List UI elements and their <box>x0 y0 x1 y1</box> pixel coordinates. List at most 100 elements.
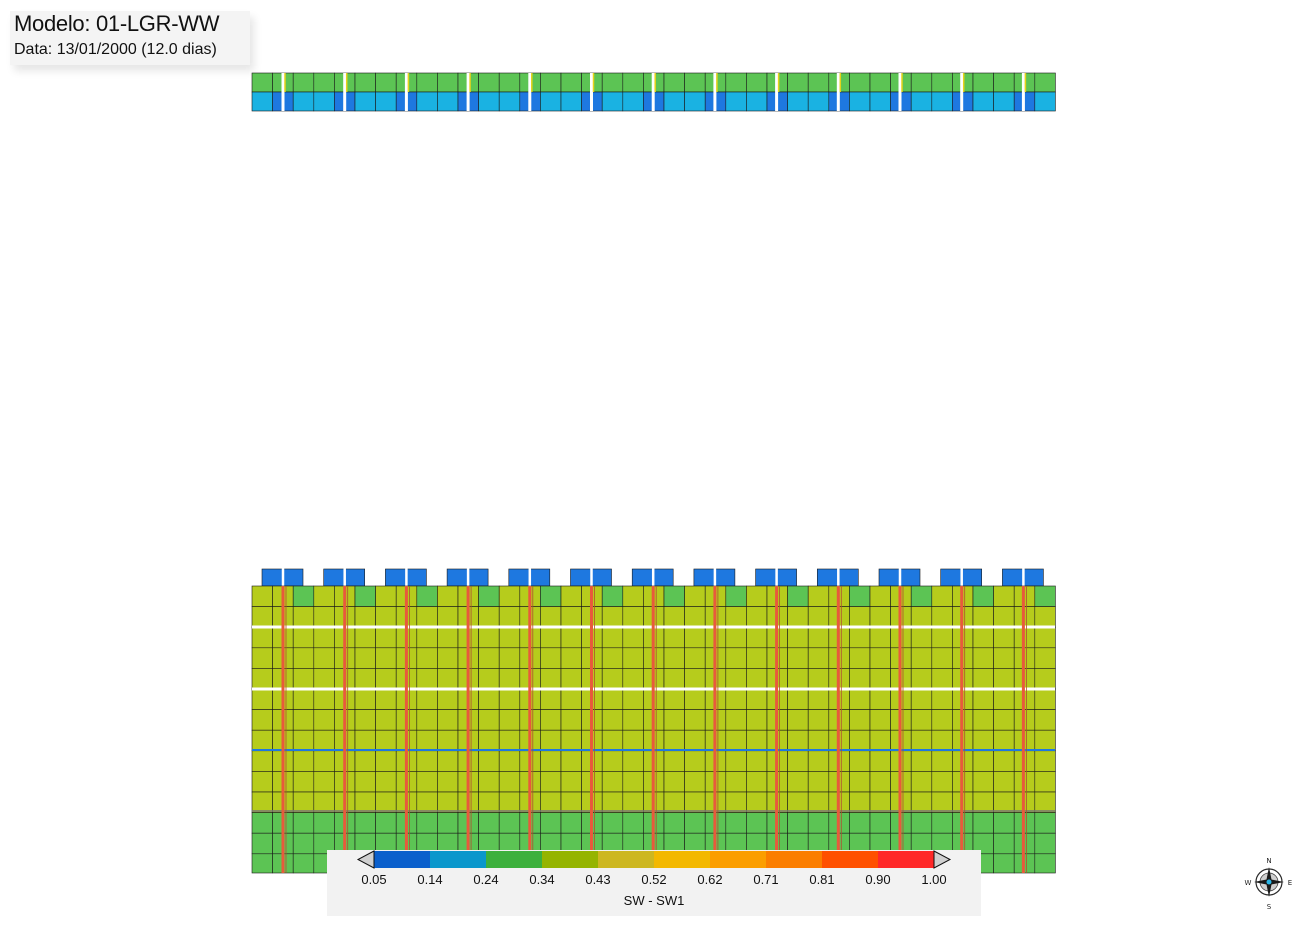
grid-cell <box>725 729 747 752</box>
grid-cell <box>746 812 768 834</box>
grid-cell <box>622 688 644 710</box>
grid-cell <box>869 812 891 834</box>
grid-cell <box>540 729 562 752</box>
grid-cell <box>931 647 953 669</box>
grid-cell <box>1034 606 1056 628</box>
grid-cell <box>540 626 562 649</box>
grid-cell <box>849 709 871 731</box>
grid-cell <box>416 709 438 731</box>
grid-cell <box>972 750 994 772</box>
grid-cell <box>375 626 397 649</box>
grid-cell <box>292 709 315 731</box>
grid-cell <box>725 72 747 93</box>
grid-cell <box>478 791 500 813</box>
grid-cell <box>849 791 871 813</box>
grid-cell <box>684 791 706 813</box>
grid-cell <box>478 585 500 607</box>
grid-cell <box>993 771 1015 793</box>
color-swatch <box>486 851 543 868</box>
grid-cell <box>1034 647 1056 669</box>
grid-cell <box>251 812 273 834</box>
grid-cell <box>622 626 644 649</box>
grid-cell <box>931 688 953 710</box>
grid-cell <box>498 626 521 649</box>
grid-cell <box>993 750 1015 772</box>
grid-cell <box>869 647 891 669</box>
grid-cell <box>292 72 315 93</box>
grid-cell <box>437 812 459 834</box>
grid-cell <box>354 729 376 752</box>
grid-cell <box>931 791 953 813</box>
grid-cell <box>354 688 376 710</box>
grid-cell <box>807 791 830 813</box>
grid-cell <box>931 626 953 649</box>
grid-cell <box>684 606 706 628</box>
grid-cell <box>663 91 685 112</box>
scale-tick-label: 0.43 <box>585 872 611 887</box>
grid-cell <box>601 72 624 93</box>
grid-cell <box>313 750 335 772</box>
grid-cell <box>684 771 706 793</box>
grid-cell <box>849 812 871 834</box>
grid-cell <box>622 72 644 93</box>
grid-cell <box>251 606 273 628</box>
grid-cell <box>498 729 521 752</box>
grid-cell <box>1034 853 1056 874</box>
compass-icon: N E S W <box>1245 857 1293 911</box>
grid-cell <box>787 688 809 710</box>
grid-cell <box>560 626 582 649</box>
color-swatch <box>710 851 767 868</box>
grid-cell <box>849 626 871 649</box>
color-scale-bar <box>356 850 952 869</box>
grid-cell <box>478 606 500 628</box>
grid-cell <box>498 709 521 731</box>
grid-cell <box>725 750 747 772</box>
grid-cell <box>498 606 521 628</box>
grid-cell <box>375 606 397 628</box>
grid-cell <box>416 750 438 772</box>
grid-cell <box>663 709 685 731</box>
grid-cell <box>972 791 994 813</box>
grid-cell <box>993 91 1015 112</box>
grid-cell <box>972 647 994 669</box>
grid-cell <box>251 853 273 874</box>
grid-cell <box>478 668 500 690</box>
grid-cell <box>849 668 871 690</box>
grid-cell <box>416 812 438 834</box>
grid-cell <box>622 606 644 628</box>
scale-tick-label: 0.81 <box>809 872 835 887</box>
grid-cell <box>313 647 335 669</box>
grid-cell <box>437 729 459 752</box>
grid-cell <box>931 585 953 607</box>
color-swatch <box>822 851 879 868</box>
grid-cell <box>746 709 768 731</box>
grid-cell <box>684 626 706 649</box>
grid-cell <box>910 771 933 793</box>
scale-tick-label: 0.24 <box>473 872 499 887</box>
grid-cell <box>292 626 315 649</box>
grid-cell <box>313 668 335 690</box>
grid-cell <box>416 729 438 752</box>
scale-left-arrow-icon <box>356 850 375 869</box>
grid-cell <box>869 606 891 628</box>
grid-cell <box>354 647 376 669</box>
grid-cell <box>1034 72 1056 93</box>
grid-cell <box>292 606 315 628</box>
grid-cell <box>313 812 335 834</box>
scale-tick-label: 0.34 <box>529 872 555 887</box>
grid-cell <box>869 771 891 793</box>
grid-cell <box>849 771 871 793</box>
grid-cell <box>478 626 500 649</box>
grid-cell <box>746 647 768 669</box>
grid-cell <box>251 832 273 855</box>
compass-letter-e: E <box>1288 879 1292 887</box>
grid-cell <box>416 647 438 669</box>
scale-tick-label: 0.62 <box>697 872 723 887</box>
grid-cell <box>684 72 706 93</box>
grid-cell <box>931 91 953 112</box>
grid-cell <box>251 791 273 813</box>
grid-cell <box>931 771 953 793</box>
grid-cell <box>869 729 891 752</box>
grid-cell <box>251 72 273 93</box>
